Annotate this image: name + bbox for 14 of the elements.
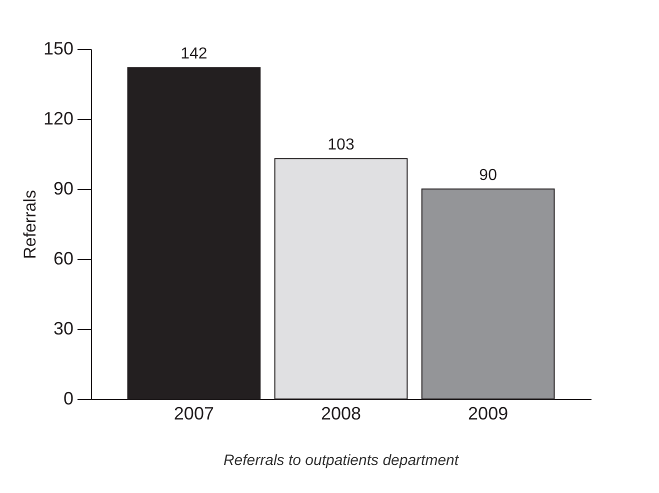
x-tick-label: 2007 [174, 404, 214, 424]
y-tick-label: 0 [63, 388, 74, 408]
text: Referrals to outpatients department [223, 452, 460, 469]
y-tick-label: 30 [53, 318, 74, 338]
y-tick-label: 60 [53, 248, 74, 268]
data-label: 90 [479, 167, 498, 184]
y-tick-label: 150 [43, 38, 74, 58]
data-label: 103 [328, 136, 354, 154]
x-tick-label: 2009 [468, 404, 508, 424]
x-tick-label: 2008 [320, 404, 362, 424]
y-axis-title: Referrals [20, 190, 40, 259]
data-label: 142 [180, 46, 208, 63]
y-tick-label: 90 [53, 178, 74, 198]
y-tick-label: 120 [43, 108, 74, 128]
